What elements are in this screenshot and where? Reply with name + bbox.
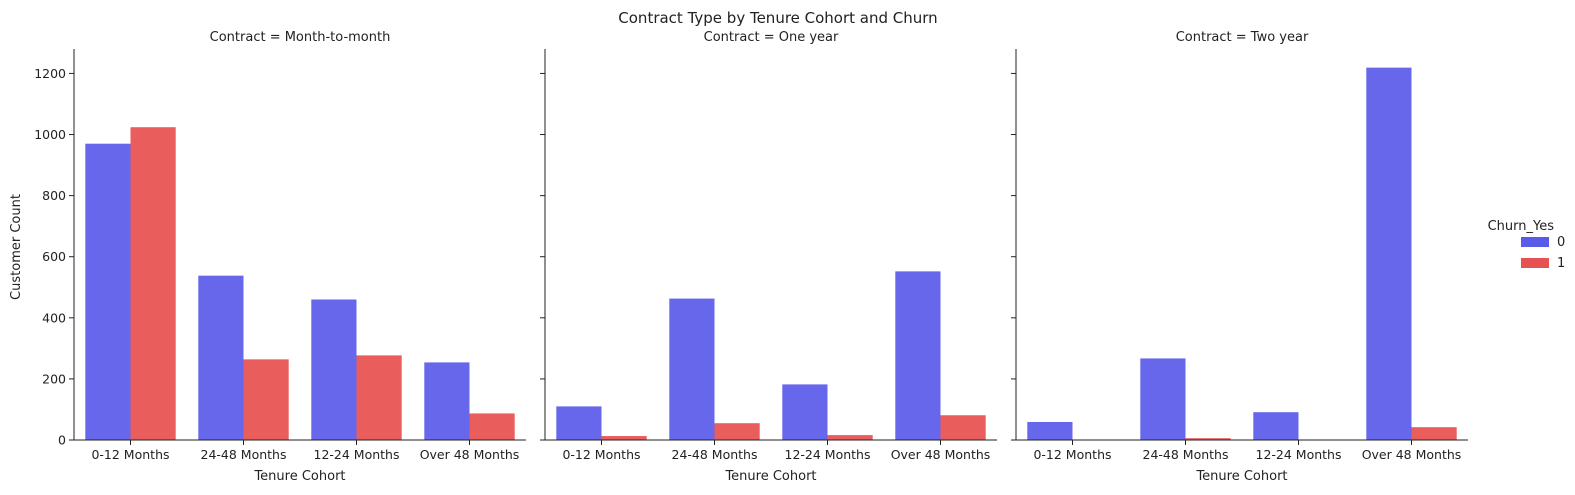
legend-label: 0 — [1557, 235, 1565, 250]
x-tick-label: Over 48 Months — [420, 447, 520, 462]
chart-title: Contract Type by Tenure Cohort and Churn — [618, 9, 937, 27]
bar-churn-0-2 — [198, 275, 244, 440]
x-tick-label: 0-12 Months — [91, 447, 169, 462]
x-tick-label: Over 48 Months — [891, 447, 991, 462]
x-tick-label: 24-48 Months — [672, 447, 758, 462]
legend-swatch — [1521, 237, 1549, 247]
x-tick-label: Over 48 Months — [1362, 447, 1462, 462]
legend-title: Churn_Yes — [1488, 219, 1555, 234]
legend-swatch — [1521, 258, 1549, 268]
bar-churn-1-1 — [601, 436, 647, 440]
bar-churn-1-2 — [243, 359, 289, 440]
y-tick-label: 0 — [58, 433, 66, 448]
facet-panel-3: Contract = Two year 0-12 Months 24-48 Mont… — [1011, 30, 1468, 484]
bar-churn-0-1 — [85, 143, 131, 440]
x-tick-label: 12-24 Months — [1256, 447, 1342, 462]
y-axis-title: Customer Count — [9, 194, 24, 300]
bar-churn-0-4 — [1366, 67, 1412, 440]
y-tick-label: 1200 — [34, 66, 66, 81]
x-tick-label: 24-48 Months — [1143, 447, 1229, 462]
bar-churn-1-3 — [827, 435, 873, 440]
legend: Churn_Yes 0 1 — [1488, 219, 1566, 271]
bar-churn-0-3 — [782, 384, 828, 440]
bar-churn-0-1 — [556, 406, 602, 440]
x-tick-label: 0-12 Months — [562, 447, 640, 462]
bar-churn-0-3 — [1253, 412, 1299, 440]
y-tick-label: 600 — [42, 249, 66, 264]
y-tick-label: 200 — [42, 371, 66, 386]
bar-churn-1-4 — [1411, 427, 1457, 440]
bar-churn-1-4 — [469, 413, 515, 440]
y-tick-label: 1000 — [34, 127, 66, 142]
x-tick-label: 12-24 Months — [314, 447, 400, 462]
legend-label: 1 — [1557, 256, 1565, 271]
x-tick-label: 12-24 Months — [785, 447, 871, 462]
facet-title: Contract = One year — [704, 30, 839, 45]
facet-panel-2: Contract = One year 0-12 Months 24-48 Mont… — [540, 30, 997, 484]
bar-churn-0-3 — [311, 299, 357, 440]
bar-churn-0-4 — [895, 271, 941, 440]
facet-title: Contract = Two year — [1176, 30, 1309, 45]
x-axis-title: Tenure Cohort — [724, 469, 816, 484]
bar-churn-0-1 — [1027, 421, 1073, 440]
y-tick-label: 400 — [42, 310, 66, 325]
bar-churn-0-2 — [669, 298, 715, 440]
x-tick-label: 24-48 Months — [201, 447, 287, 462]
bar-churn-1-4 — [940, 415, 986, 440]
bar-churn-0-4 — [424, 362, 470, 440]
x-axis-title: Tenure Cohort — [253, 469, 345, 484]
bar-churn-0-2 — [1140, 358, 1186, 440]
facet-title: Contract = Month-to-month — [210, 30, 391, 45]
bar-churn-1-2 — [714, 423, 760, 440]
facet-panel-1: Contract = Month-to-month 0 200 400 600 800 10… — [34, 30, 526, 484]
bar-churn-1-1 — [130, 127, 176, 440]
bar-churn-1-3 — [356, 355, 402, 440]
x-tick-label: 0-12 Months — [1033, 447, 1111, 462]
y-tick-label: 800 — [42, 188, 66, 203]
x-axis-title: Tenure Cohort — [1195, 469, 1287, 484]
bar-churn-1-2 — [1185, 438, 1231, 440]
